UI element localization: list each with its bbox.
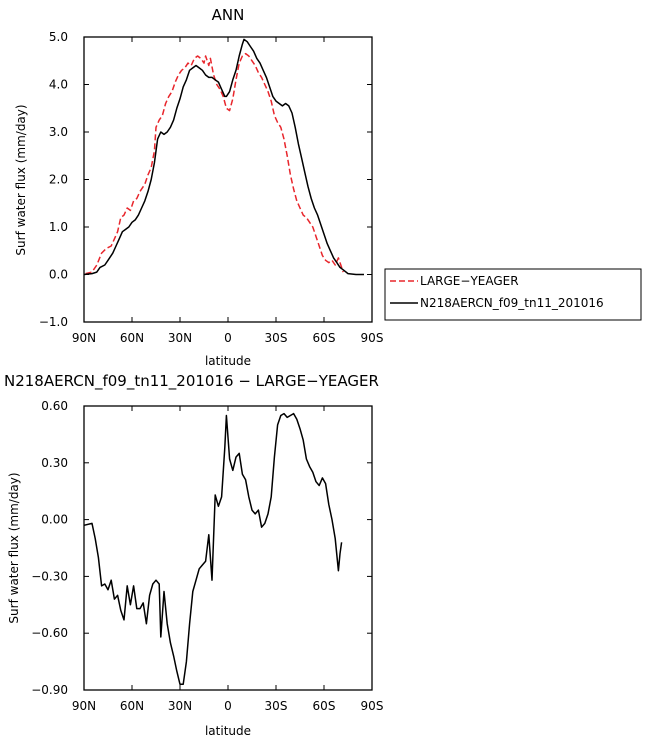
top-y-tick-label: 5.0 — [49, 30, 68, 44]
bottom-x-tick-label: 30N — [168, 699, 192, 713]
top-y-tick-label: 0.0 — [49, 268, 68, 282]
bottom-y-axis-label: Surf water flux (mm/day) — [7, 472, 21, 623]
top-x-tick-label: 30N — [168, 331, 192, 345]
bottom-x-tick-label: 60N — [120, 699, 144, 713]
bottom-y-tick-label: 0.60 — [41, 399, 68, 413]
bottom-x-axis-label: latitude — [205, 724, 251, 738]
bottom-plot-frame — [83, 405, 373, 691]
bottom-x-tick-label: 90S — [361, 699, 384, 713]
top-x-axis-label: latitude — [205, 354, 251, 368]
top-y-tick-label: 1.0 — [49, 220, 68, 234]
top-series-line-1 — [85, 52, 344, 275]
bottom-y-tick-label: −0.30 — [31, 569, 68, 583]
top-y-tick-label: −1.0 — [39, 315, 68, 329]
bottom-y-tick-label: 0.00 — [41, 513, 68, 527]
bottom-series-line-1 — [83, 412, 343, 686]
legend-label-n218aercn: N218AERCN_f09_tn11_201016 — [420, 296, 604, 310]
bottom-x-tick-label: 30S — [265, 699, 288, 713]
top-y-axis-label: Surf water flux (mm/day) — [14, 104, 28, 255]
bottom-y-tick-label: −0.60 — [31, 626, 68, 640]
top-x-tick-label: 30S — [265, 331, 288, 345]
bottom-x-tick-label: 60S — [313, 699, 336, 713]
top-y-tick-label: 4.0 — [49, 78, 68, 92]
top-series-line-2 — [83, 38, 364, 276]
top-y-tick-label: 2.0 — [49, 173, 68, 187]
top-x-tick-label: 0 — [224, 331, 232, 345]
top-chart-title: ANN — [212, 6, 245, 24]
bottom-x-tick-label: 90N — [72, 699, 96, 713]
legend-box — [384, 268, 642, 321]
top-y-tick-label: 3.0 — [49, 125, 68, 139]
top-x-tick-label: 90N — [72, 331, 96, 345]
legend: LARGE−YEAGER N218AERCN_f09_tn11_201016 — [384, 268, 642, 321]
top-x-tick-label: 60S — [313, 331, 336, 345]
top-plot-frame — [83, 36, 373, 323]
top-x-tick-label: 90S — [361, 331, 384, 345]
bottom-y-tick-label: 0.30 — [41, 456, 68, 470]
bottom-y-tick-label: −0.90 — [31, 683, 68, 697]
bottom-chart-title: N218AERCN_f09_tn11_201016 − LARGE−YEAGER — [4, 372, 379, 391]
plot-top: ANN 90N 60N 30N 0 30S 60S 90S −1.0 0.0 1.0 2.0 3.0 4… — [14, 6, 383, 368]
plot-bottom: N218AERCN_f09_tn11_201016 − LARGE−YEAGER… — [4, 372, 383, 738]
top-x-tick-label: 60N — [120, 331, 144, 345]
bottom-x-tick-label: 0 — [224, 699, 232, 713]
legend-label-large-yeager: LARGE−YEAGER — [420, 274, 519, 288]
